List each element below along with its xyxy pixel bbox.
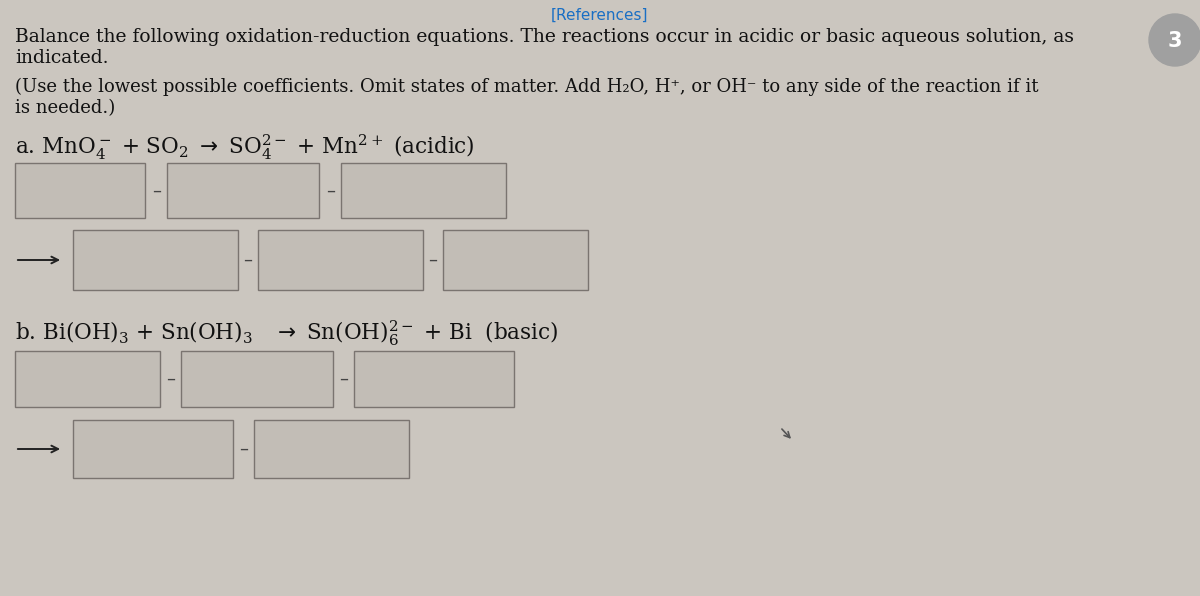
Text: indicated.: indicated.: [14, 49, 108, 67]
Text: –: –: [242, 251, 252, 269]
Text: b. $\mathregular{Bi(OH)_3}$ + $\mathregular{Sn(OH)_3}$   $\rightarrow$ $\mathreg: b. $\mathregular{Bi(OH)_3}$ + $\mathregu…: [14, 318, 558, 347]
Bar: [254, 420, 409, 478]
Bar: [14, 351, 160, 407]
Text: 3: 3: [1168, 31, 1182, 51]
Text: (Use the lowest possible coefficients. Omit states of matter. Add H₂O, H⁺, or OH: (Use the lowest possible coefficients. O…: [14, 78, 1038, 96]
Circle shape: [1150, 14, 1200, 66]
Bar: [14, 163, 145, 218]
Bar: [181, 351, 334, 407]
Bar: [167, 163, 319, 218]
Bar: [443, 230, 588, 290]
Bar: [341, 163, 506, 218]
Bar: [73, 420, 233, 478]
Bar: [73, 230, 238, 290]
Text: –: –: [166, 370, 175, 388]
Text: –: –: [152, 182, 161, 200]
Text: a. $\mathregular{MnO_4^-}$ + $\mathregular{SO_2}$ $\rightarrow$ $\mathregular{SO: a. $\mathregular{MnO_4^-}$ + $\mathregul…: [14, 132, 475, 162]
Text: –: –: [239, 440, 248, 458]
Text: is needed.): is needed.): [14, 99, 115, 117]
Text: [References]: [References]: [551, 8, 649, 23]
Bar: [258, 230, 424, 290]
Bar: [354, 351, 514, 407]
Text: –: –: [428, 251, 437, 269]
Text: –: –: [326, 182, 335, 200]
Text: –: –: [340, 370, 348, 388]
Text: Balance the following oxidation-reduction equations. The reactions occur in acid: Balance the following oxidation-reductio…: [14, 28, 1074, 46]
